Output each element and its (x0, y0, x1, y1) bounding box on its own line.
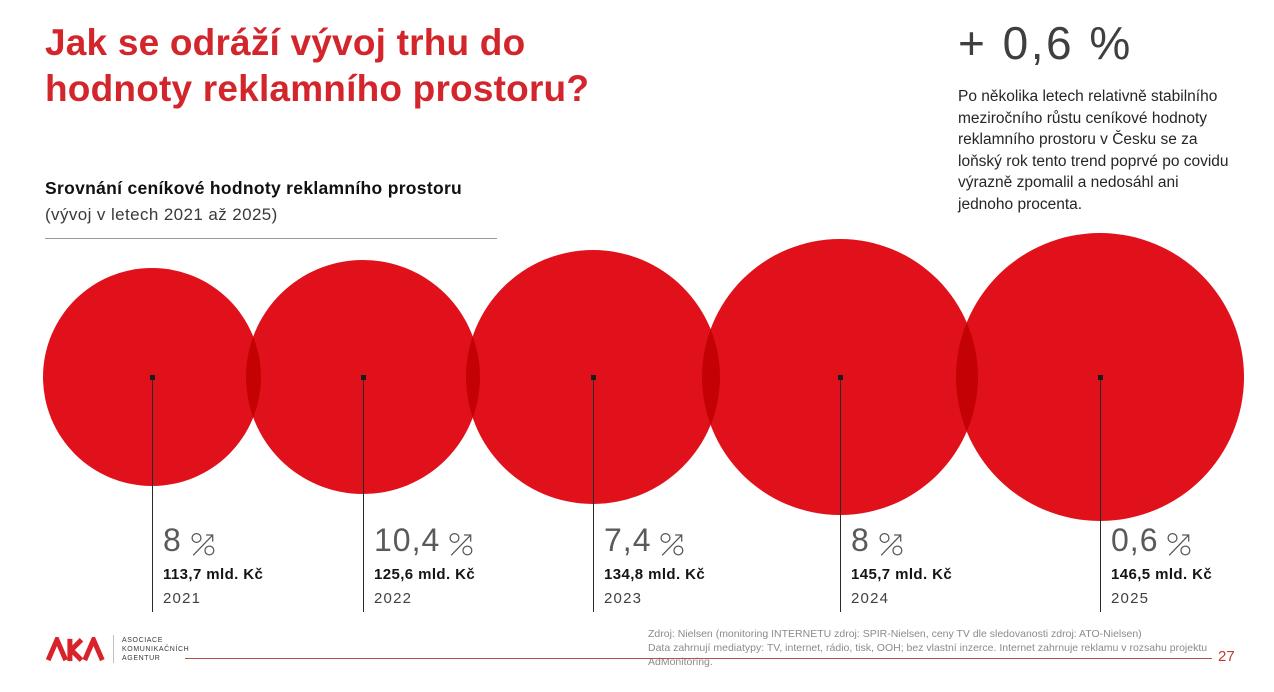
source-note: Zdroj: Nielsen (monitoring INTERNETU zdr… (648, 627, 1274, 669)
center-dot-2025 (1097, 374, 1103, 380)
growth-percent-value: 10,4 (374, 522, 441, 558)
year-label: 2021 (163, 590, 202, 607)
highlight-block: + 0,6 % Po několika letech relativně sta… (958, 16, 1238, 215)
growth-percent-row: 10,4 (374, 521, 475, 557)
pointer-line-2021 (152, 377, 153, 612)
percent-growth-icon (660, 532, 684, 556)
growth-percent-value: 7,4 (604, 522, 652, 558)
center-dot-2023 (590, 374, 596, 380)
page-number: 27 (1218, 648, 1235, 665)
market-value-label: 113,7 mld. Kč (163, 566, 264, 583)
growth-percent-value: 8 (163, 522, 182, 558)
subtitle-divider-line (45, 238, 497, 239)
bubble-label-2022: 10,4 125,6 mld. Kč 2022 (374, 521, 475, 607)
percent-growth-icon (879, 532, 903, 556)
center-dot-2021 (149, 374, 155, 380)
chart-subtitle-block: Srovnání ceníkové hodnoty reklamního pro… (45, 178, 497, 239)
growth-percent-row: 7,4 (604, 521, 705, 557)
percent-growth-icon (191, 532, 215, 556)
market-value-label: 145,7 mld. Kč (851, 566, 953, 583)
center-dot-2024 (837, 374, 843, 380)
slide-title: Jak se odráží vývoj trhu do hodnoty rekl… (45, 22, 590, 109)
market-value-label: 146,5 mld. Kč (1111, 566, 1213, 583)
growth-percent-row: 8 (163, 521, 263, 557)
pointer-line-2025 (1100, 377, 1101, 612)
year-label: 2024 (851, 590, 890, 607)
percent-growth-icon (1167, 532, 1191, 556)
aka-logo: ASOCIACE KOMUNIKAČNÍCH AGENTUR (45, 635, 189, 663)
logo-text-line1: ASOCIACE (122, 636, 163, 644)
growth-highlight-value: + 0,6 % (958, 17, 1133, 69)
year-label: 2022 (374, 590, 413, 607)
source-line2: Data zahrnují mediatypy: TV, internet, r… (648, 642, 1208, 668)
center-dot-2022 (360, 374, 366, 380)
logo-text-line3: AGENTUR (122, 654, 161, 662)
bubble-label-2023: 7,4 134,8 mld. Kč 2023 (604, 521, 705, 607)
market-value-label: 134,8 mld. Kč (604, 566, 706, 583)
growth-percent-value: 0,6 (1111, 522, 1159, 558)
growth-percent-value: 8 (851, 522, 870, 558)
market-value-label: 125,6 mld. Kč (374, 566, 476, 583)
aka-logo-mark (45, 636, 105, 662)
logo-text-line2: KOMUNIKAČNÍCH (122, 645, 190, 653)
growth-percent-row: 8 (851, 521, 952, 557)
bubble-label-2024: 8 145,7 mld. Kč 2024 (851, 521, 952, 607)
growth-percent-row: 0,6 (1111, 521, 1212, 557)
bubble-label-2021: 8 113,7 mld. Kč 2021 (163, 521, 263, 607)
chart-subtitle-title: Srovnání ceníkové hodnoty reklamního pro… (45, 178, 463, 198)
pointer-line-2023 (593, 377, 594, 612)
source-line1: Zdroj: Nielsen (monitoring INTERNETU zdr… (648, 628, 1142, 640)
bubble-label-2025: 0,6 146,5 mld. Kč 2025 (1111, 521, 1212, 607)
year-label: 2025 (1111, 590, 1150, 607)
highlight-paragraph: Po několika letech relativně stabilního … (958, 88, 1229, 213)
footer-rule-line (185, 658, 1212, 659)
percent-growth-icon (449, 532, 473, 556)
pointer-line-2024 (840, 377, 841, 612)
pointer-line-2022 (363, 377, 364, 612)
year-label: 2023 (604, 590, 643, 607)
logo-divider (113, 635, 114, 663)
logo-text: ASOCIACE KOMUNIKAČNÍCH AGENTUR (122, 636, 189, 663)
chart-subtitle-range: (vývoj v letech 2021 až 2025) (45, 205, 278, 224)
